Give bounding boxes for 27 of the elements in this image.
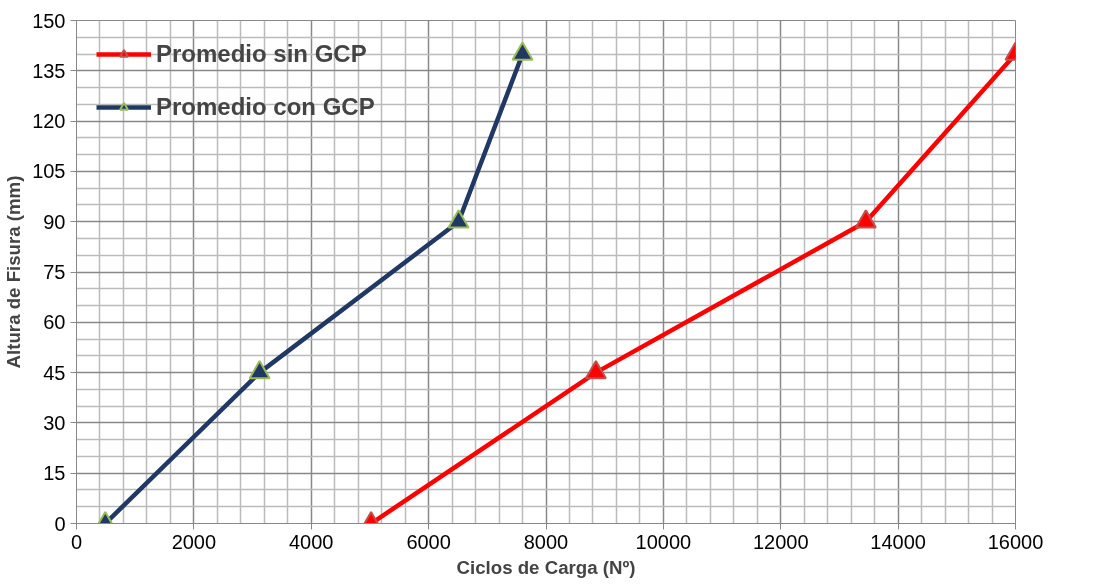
y-tick-label: 150 [32,9,66,32]
y-tick-label: 45 [43,361,66,384]
y-tick-label: 105 [32,160,66,183]
point [447,209,470,229]
y-tick-label: 75 [43,261,66,283]
x-tick-label: 10000 [635,530,692,553]
point [854,209,877,229]
x-tick-label: 14000 [870,530,926,553]
x-tick-label: 0 [70,530,83,553]
point [248,360,271,380]
x-tick-label: 4000 [289,530,334,553]
point [584,360,607,380]
y-tick-label: 0 [54,512,66,535]
y-tick-label: 30 [43,411,66,434]
point [511,41,534,61]
x-tick-label: 6000 [406,530,451,553]
y-tick-label: 120 [32,110,66,133]
y-tick-label: 135 [32,59,66,82]
y-axis-title: Altura de Fisura (mm) [3,175,25,369]
y-tick-label: 15 [43,462,66,485]
y-tick-label: 90 [43,210,66,233]
x-tick-label: 2000 [171,530,217,553]
y-tick-label: 60 [43,311,66,334]
x-axis-title: Ciclos de Carga (Nº) [456,556,636,578]
x-tick-label: 12000 [752,530,809,553]
x-tick-label: 8000 [523,530,569,553]
x-tick-label: 16000 [987,530,1044,553]
